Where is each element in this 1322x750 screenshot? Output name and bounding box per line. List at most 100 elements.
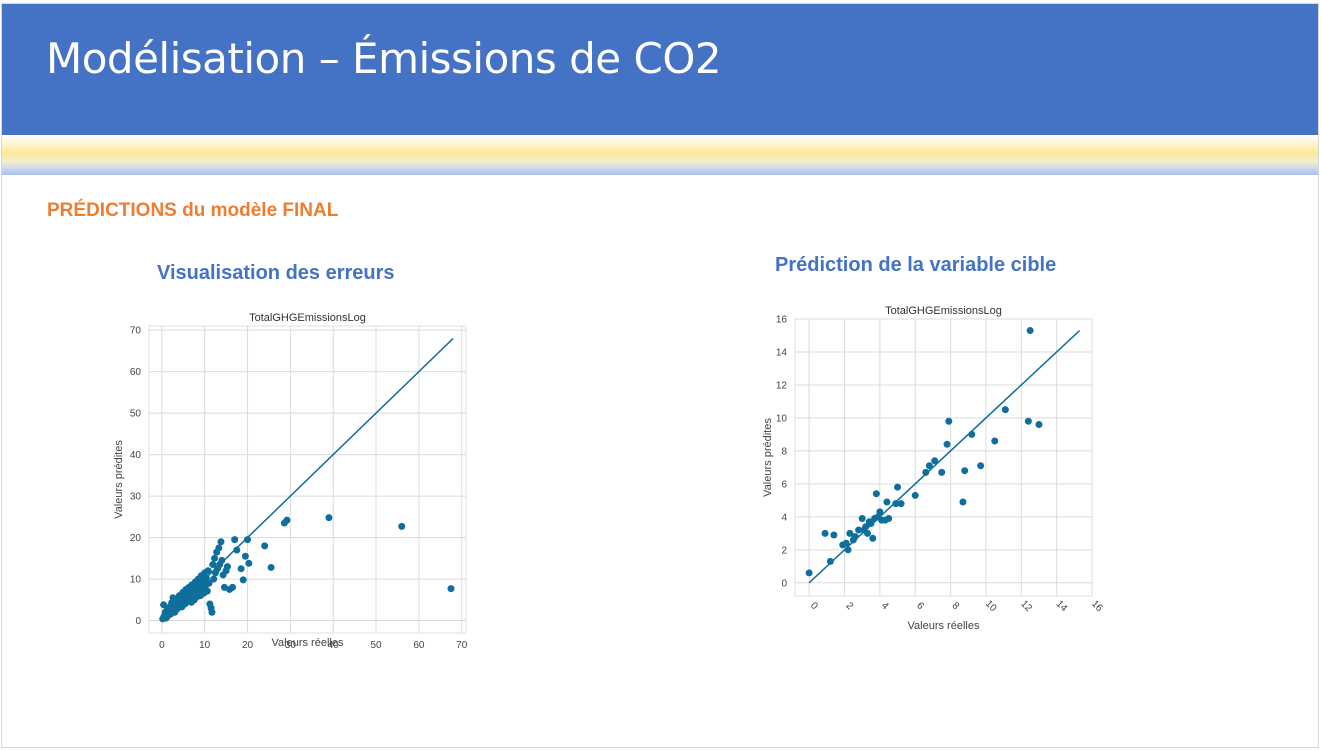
data-point — [233, 546, 241, 554]
y-tick-label: 20 — [130, 533, 142, 544]
data-point — [863, 529, 871, 537]
x-tick-label: 40 — [328, 640, 340, 651]
x-axis-label: Valeurs réelles — [908, 620, 980, 632]
data-point — [229, 583, 237, 591]
data-point — [894, 483, 902, 491]
x-tick-label: 14 — [1054, 598, 1070, 614]
data-point — [244, 536, 252, 544]
x-tick-label: 0 — [159, 640, 165, 651]
data-point — [241, 552, 249, 560]
data-point — [209, 561, 217, 569]
data-point — [237, 565, 245, 573]
x-tick-label: 10 — [199, 640, 211, 651]
data-point — [851, 533, 859, 541]
x-tick-label: 8 — [949, 600, 961, 612]
data-point — [1026, 327, 1034, 335]
data-point — [842, 539, 850, 547]
y-tick-label: 40 — [130, 450, 142, 461]
chart-title: TotalGHGEmissionsLog — [249, 312, 366, 324]
data-point — [215, 544, 223, 552]
x-tick-label: 12 — [1018, 598, 1034, 614]
data-point — [805, 569, 813, 577]
x-tick-label: 0 — [808, 600, 820, 612]
data-point — [897, 500, 905, 508]
title-bar: Modélisation – Émissions de CO2 — [2, 4, 1318, 135]
data-point — [869, 534, 877, 542]
data-point — [211, 554, 219, 562]
data-point — [826, 557, 834, 565]
data-point — [872, 490, 880, 498]
data-point — [283, 516, 291, 524]
x-tick-label: 16 — [1089, 598, 1105, 614]
x-tick-label: 60 — [413, 640, 425, 651]
target-prediction-scatter-chart: 0 2 4 6 8 10 12 14 16 0 2 4 6 8 10 12 14 16 TotalGHGEmissi… — [762, 305, 1105, 632]
y-tick-label: 30 — [130, 492, 142, 503]
data-point — [862, 523, 870, 531]
x-tick-label: 10 — [983, 598, 999, 614]
data-point — [267, 563, 275, 571]
data-point — [844, 546, 852, 554]
x-tick-label: 2 — [843, 600, 855, 612]
data-point — [208, 608, 216, 616]
x-axis-label: Valeurs réelles — [272, 637, 344, 649]
y-tick-label: 4 — [781, 512, 787, 523]
y-tick-label: 50 — [130, 409, 142, 420]
data-point — [210, 575, 218, 583]
data-point — [945, 417, 953, 425]
data-point — [447, 585, 455, 593]
data-point — [892, 500, 900, 508]
data-point — [204, 567, 212, 575]
identity-line — [161, 337, 454, 622]
data-point — [261, 542, 269, 550]
data-point — [858, 515, 866, 523]
data-point — [977, 462, 985, 470]
y-tick-label: 12 — [776, 380, 788, 391]
data-point — [821, 529, 829, 537]
section-heading: PRÉDICTIONS du modèle FINAL — [47, 200, 339, 221]
right-chart-heading: Prédiction de la variable cible — [775, 254, 1057, 276]
data-point — [885, 515, 893, 523]
data-point — [855, 526, 863, 534]
y-tick-label: 0 — [781, 578, 787, 589]
x-tick-label: 4 — [879, 600, 891, 612]
data-point — [846, 529, 854, 537]
data-point — [991, 437, 999, 445]
data-point — [1024, 417, 1032, 425]
data-point — [231, 536, 239, 544]
chart-title: TotalGHGEmissionsLog — [885, 305, 1002, 317]
x-tick-label: 50 — [370, 640, 382, 651]
data-point — [938, 468, 946, 476]
data-point — [943, 440, 951, 448]
data-point — [239, 576, 247, 584]
data-point — [867, 519, 875, 527]
data-point — [398, 522, 406, 530]
data-point — [931, 457, 939, 465]
errors-scatter-chart: 0 10 20 30 40 50 60 70 0 10 20 30 40 50 60 70 TotalGHGEm… — [113, 312, 468, 651]
data-point — [1035, 421, 1043, 429]
x-tick-label: 70 — [456, 640, 468, 651]
y-tick-label: 70 — [130, 326, 142, 337]
data-point — [959, 498, 967, 506]
data-point — [205, 579, 213, 587]
y-tick-label: 8 — [781, 446, 787, 457]
y-tick-label: 10 — [776, 413, 788, 424]
x-tick-label: 20 — [242, 640, 254, 651]
data-point — [325, 514, 333, 522]
data-point — [830, 531, 838, 539]
data-point — [218, 556, 226, 564]
data-point — [968, 430, 976, 438]
y-tick-label: 14 — [776, 347, 788, 358]
data-point — [922, 468, 930, 476]
data-point — [876, 508, 884, 516]
data-point — [203, 587, 211, 595]
data-point — [223, 563, 231, 571]
x-tick-label: 6 — [914, 600, 926, 612]
data-point — [1001, 406, 1009, 414]
slide-title: Modélisation – Émissions de CO2 — [46, 34, 722, 83]
y-axis-label: Valeurs prédites — [113, 440, 125, 519]
y-tick-label: 10 — [130, 575, 142, 586]
x-tick-label: 30 — [285, 640, 297, 651]
data-point — [925, 462, 933, 470]
y-axis-label: Valeurs prédites — [762, 418, 774, 497]
data-point — [217, 538, 225, 546]
